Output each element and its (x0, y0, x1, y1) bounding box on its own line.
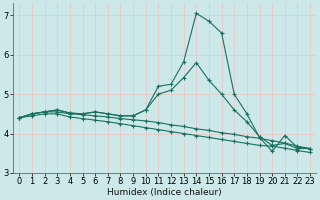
X-axis label: Humidex (Indice chaleur): Humidex (Indice chaleur) (108, 188, 222, 197)
